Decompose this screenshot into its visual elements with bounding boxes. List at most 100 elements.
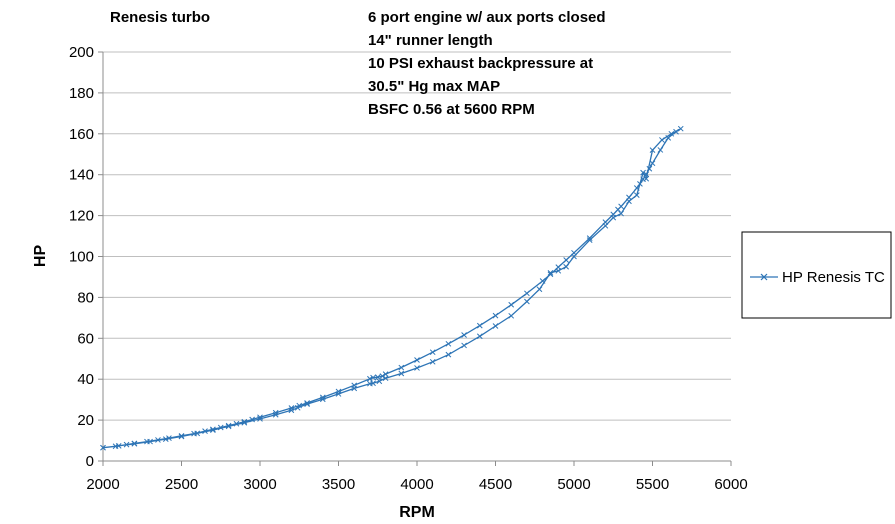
- data-point-stroke: [563, 257, 570, 263]
- data-point: [288, 405, 295, 411]
- annotation-line: 6 port engine w/ aux ports closed: [368, 9, 606, 26]
- data-point: [414, 357, 420, 363]
- y-axis-title: HP: [32, 245, 49, 268]
- data-point-stroke: [166, 435, 172, 441]
- data-point: [649, 160, 656, 167]
- data-point: [225, 422, 232, 429]
- x-tick-label: 5500: [636, 476, 669, 493]
- data-point-stroke: [547, 270, 554, 276]
- data-point-stroke: [633, 185, 640, 191]
- data-point: [398, 364, 405, 371]
- data-point-stroke: [288, 407, 295, 414]
- data-point-stroke: [414, 365, 420, 371]
- y-tick-label: 0: [86, 453, 94, 470]
- data-point: [367, 375, 373, 382]
- data-point-stroke: [319, 394, 326, 401]
- data-point-stroke: [100, 444, 106, 451]
- data-point-stroke: [225, 422, 232, 429]
- data-point-stroke: [379, 373, 386, 379]
- data-point: [155, 437, 161, 443]
- data-point: [233, 420, 240, 427]
- data-point: [257, 416, 263, 422]
- data-point-stroke: [178, 433, 185, 440]
- data-point: [294, 404, 301, 411]
- data-point: [637, 181, 643, 187]
- data-point: [626, 198, 632, 205]
- data-point-stroke: [586, 237, 593, 243]
- data-point-stroke: [194, 430, 201, 437]
- data-point-stroke: [272, 411, 279, 418]
- data-point-stroke: [524, 298, 530, 305]
- data-point-stroke: [508, 312, 515, 319]
- data-point-stroke: [610, 214, 617, 221]
- y-tick-label: 180: [69, 85, 94, 102]
- x-tick-label: 5000: [557, 476, 590, 493]
- data-point: [379, 373, 386, 379]
- data-point: [633, 185, 640, 191]
- x-tick-label: 3000: [243, 476, 276, 493]
- data-point: [166, 435, 172, 441]
- data-point: [288, 407, 295, 414]
- data-point: [618, 203, 624, 210]
- y-tick-label: 160: [69, 126, 94, 143]
- data-point-stroke: [241, 419, 248, 426]
- data-point: [304, 401, 310, 408]
- data-point-stroke: [304, 400, 310, 406]
- data-point-stroke: [677, 125, 684, 132]
- legend: HP Renesis TC: [741, 231, 892, 319]
- data-point-stroke: [563, 263, 570, 270]
- data-point-stroke: [370, 374, 376, 381]
- data-point-stroke: [217, 424, 224, 431]
- data-point-stroke: [155, 437, 161, 443]
- data-point-stroke: [288, 405, 295, 411]
- data-point-stroke: [461, 342, 467, 349]
- data-point: [123, 441, 130, 448]
- data-point-stroke: [492, 312, 499, 319]
- data-point: [249, 416, 256, 423]
- data-point: [414, 365, 420, 371]
- series-hp-renesis-tc: [100, 125, 684, 451]
- data-point: [445, 340, 452, 347]
- data-point-stroke: [429, 349, 436, 356]
- data-point: [272, 409, 279, 416]
- data-point-stroke: [445, 340, 452, 347]
- data-point: [643, 175, 650, 182]
- data-point: [370, 374, 376, 381]
- data-point-stroke: [202, 428, 208, 434]
- data-point: [640, 169, 646, 176]
- data-point-stroke: [633, 192, 640, 199]
- data-point: [429, 349, 436, 356]
- annotation-block: 6 port engine w/ aux ports closed 14" ru…: [368, 9, 606, 118]
- data-point-stroke: [335, 388, 342, 395]
- gridlines: [103, 51, 731, 421]
- data-point-stroke: [398, 370, 405, 377]
- data-point: [492, 312, 499, 319]
- data-point: [304, 400, 310, 406]
- data-point: [162, 436, 169, 442]
- data-point-stroke: [162, 436, 169, 442]
- data-point-stroke: [626, 198, 632, 205]
- data-point: [194, 430, 201, 437]
- x-tick-label: 2500: [165, 476, 198, 493]
- data-point: [571, 253, 577, 260]
- data-point-stroke: [508, 301, 515, 308]
- data-point-stroke: [673, 128, 679, 135]
- data-point: [115, 443, 122, 449]
- data-point-stroke: [414, 357, 420, 363]
- data-point: [217, 424, 224, 431]
- data-point: [225, 423, 232, 430]
- y-tick-label: 40: [77, 371, 94, 388]
- data-point-stroke: [539, 278, 546, 284]
- data-point: [351, 385, 358, 392]
- data-point: [461, 342, 467, 349]
- data-point-stroke: [210, 426, 216, 433]
- data-point: [563, 263, 570, 270]
- data-point-stroke: [272, 409, 279, 416]
- data-point-stroke: [659, 137, 665, 143]
- data-point-stroke: [618, 203, 624, 210]
- annotation-line: 30.5" Hg max MAP: [368, 78, 500, 95]
- data-point: [539, 278, 546, 284]
- data-point: [555, 267, 562, 274]
- data-point: [335, 391, 342, 397]
